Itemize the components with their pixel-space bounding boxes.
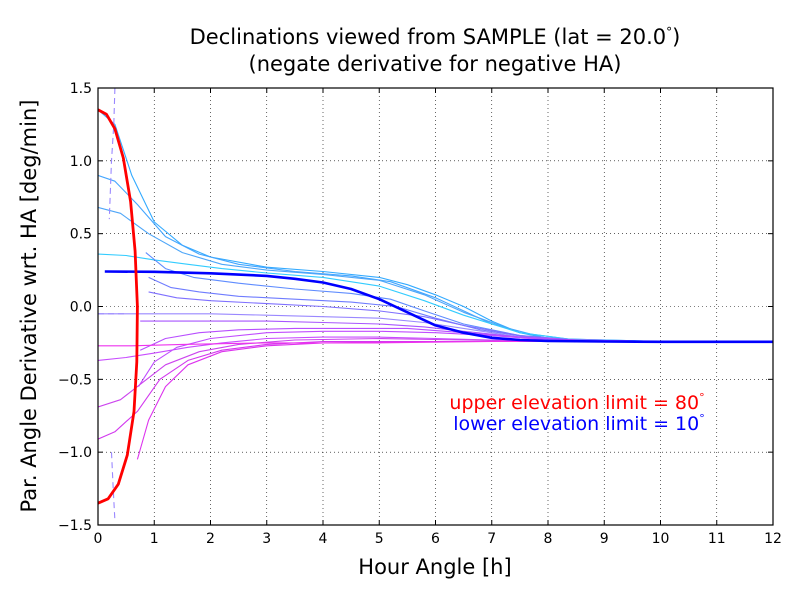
- x-tick-label: 11: [708, 531, 726, 547]
- x-tick-label: 3: [262, 531, 271, 547]
- x-tick-label: 0: [94, 531, 103, 547]
- declination-curve: [98, 109, 773, 343]
- chart-title-line2: (negate derivative for negative HA): [249, 52, 622, 76]
- lower-elevation-limit-curve: [104, 270, 773, 344]
- x-tick-label: 9: [600, 531, 609, 547]
- y-tick-label: 1.5: [70, 81, 92, 97]
- x-tick-label: 10: [652, 531, 670, 547]
- y-tick-label: 1.0: [70, 154, 92, 170]
- y-tick-label: 0.5: [70, 227, 92, 243]
- annotation-lower-limit: lower elevation limit = 10°: [453, 412, 704, 435]
- x-tick-label: 5: [375, 531, 384, 547]
- annotation-upper-limit: upper elevation limit = 80°: [449, 391, 704, 414]
- upper-elevation-limit-curve: [98, 108, 139, 505]
- axis-ticks: 0 1 2 3 4 5 6 7 8 9 10 11 12−1.5−1.0−0.50.00.51.01.5: [58, 81, 782, 547]
- chart-title-line1: Declinations viewed from SAMPLE (lat = 2…: [190, 25, 681, 49]
- y-tick-label: −1.5: [58, 518, 92, 534]
- declination-curve: [98, 174, 773, 343]
- x-axis-label: Hour Angle [h]: [358, 555, 511, 579]
- x-tick-label: 2: [206, 531, 215, 547]
- x-tick-label: 4: [319, 531, 328, 547]
- x-tick-label: 8: [544, 531, 553, 547]
- x-tick-label: 6: [431, 531, 440, 547]
- plot-frame: [97, 87, 774, 526]
- declination-curve-dashed: [108, 88, 116, 220]
- title-degree-symbol: °: [666, 25, 672, 39]
- x-tick-label: 7: [487, 531, 496, 547]
- y-tick-label: −1.0: [58, 445, 92, 461]
- x-tick-label: 1: [150, 531, 159, 547]
- series-layer: [98, 88, 773, 521]
- y-tick-label: −0.5: [58, 372, 92, 388]
- x-tick-label: 12: [764, 531, 782, 547]
- upper-degree-symbol: °: [699, 391, 705, 404]
- y-axis-label: Par. Angle Derivative wrt. HA [deg/min]: [17, 100, 41, 513]
- grid-lines: [98, 88, 773, 525]
- declination-curve-dashed: [110, 452, 116, 521]
- y-tick-label: 0.0: [70, 300, 92, 316]
- lower-degree-symbol: °: [699, 412, 705, 425]
